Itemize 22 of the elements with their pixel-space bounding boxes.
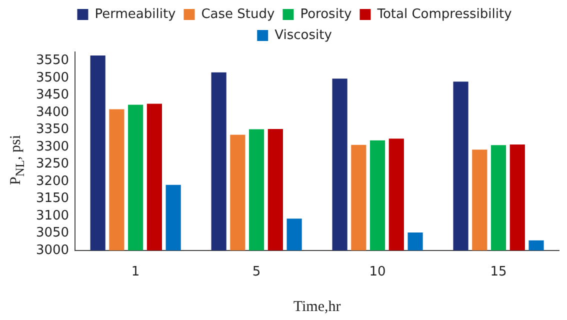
x-tick-label: 5	[252, 264, 261, 280]
y-tick-label: 3300	[36, 139, 70, 154]
y-tick-label: 3500	[36, 70, 70, 86]
y-tick-label: 3550	[36, 53, 70, 68]
y-tick-label: 3000	[36, 242, 70, 258]
y-tick-label: 3350	[36, 122, 70, 138]
y-tick-label: 3400	[36, 104, 70, 120]
legend-label: Porosity	[300, 6, 352, 22]
legend-label: Case Study	[201, 6, 276, 22]
y-tick-label: 3150	[36, 191, 70, 206]
y-tick-label: 3250	[36, 156, 70, 172]
y-tick-label: 3450	[36, 88, 70, 103]
x-tick-label: 15	[490, 264, 507, 280]
y-tick-label: 3200	[36, 174, 70, 189]
y-tick-label: 3100	[36, 208, 70, 224]
x-tick-label: 10	[369, 264, 386, 280]
x-tick-label: 1	[131, 264, 140, 280]
legend-label: Viscosity	[274, 28, 332, 43]
x-axis-title: Time,hr	[293, 298, 341, 315]
y-tick-label: 3050	[36, 226, 70, 241]
legend-label: Total Compressibility	[376, 6, 512, 22]
legend-label: Permeability	[94, 6, 176, 22]
